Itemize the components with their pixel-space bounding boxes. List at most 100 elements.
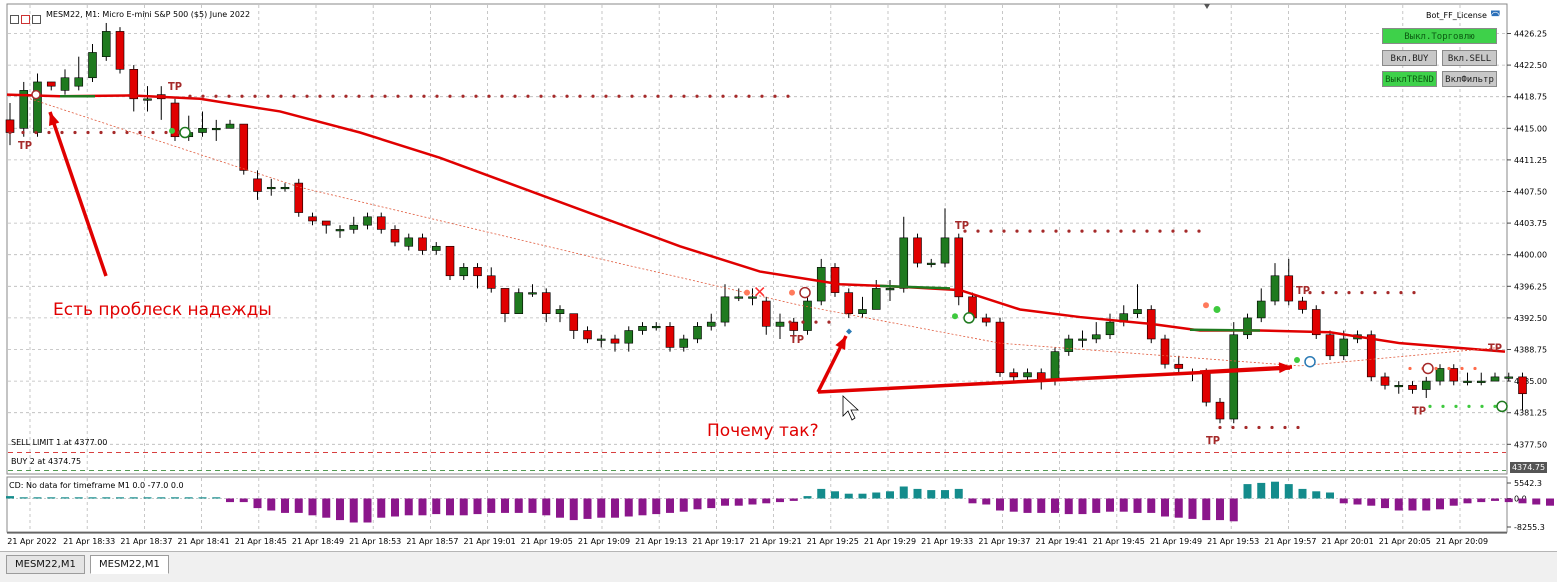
bear-candle	[170, 102, 180, 138]
bull-candle	[885, 288, 895, 291]
histogram-bar-negative	[1339, 498, 1348, 504]
tp-label: TP	[1296, 284, 1310, 297]
trend-toggle-button[interactable]: ВыклTREND	[1382, 71, 1437, 87]
histogram-bar-negative	[996, 498, 1004, 511]
histogram-bar-positive	[941, 490, 949, 499]
tp-level-dot	[786, 94, 790, 98]
bull-candle	[651, 326, 661, 329]
tp-level-dot	[1399, 291, 1403, 295]
histogram-bar-negative	[487, 498, 496, 513]
bear-candle	[1009, 372, 1019, 378]
tp-level-dot	[474, 94, 478, 98]
maximize-icon[interactable]	[32, 15, 41, 24]
chart-icon[interactable]	[10, 15, 19, 24]
bear-candle	[253, 178, 262, 192]
histogram-bar-negative	[267, 498, 276, 511]
histogram-bar-negative	[294, 498, 303, 513]
histogram-bar-positive	[913, 488, 922, 499]
tp-label: TP	[1412, 405, 1426, 418]
histogram-bar-negative	[1518, 498, 1527, 504]
histogram-bar-negative	[707, 498, 716, 509]
bear-candle	[115, 31, 125, 70]
entry-level-dot	[1408, 366, 1412, 371]
price-tick-label: 4392.50	[1514, 314, 1547, 323]
indicator-frame	[6, 476, 1508, 533]
chart-tab-1[interactable]: MESM22,M1	[6, 555, 85, 574]
tp-label: TP	[955, 219, 969, 232]
price-tick-label: 4407.50	[1514, 188, 1547, 197]
histogram-bar-positive	[899, 486, 908, 499]
histogram-bar-positive	[6, 496, 14, 499]
bull-candle	[734, 296, 744, 299]
tp-level-dot	[125, 130, 129, 135]
order-circle-marker	[1304, 355, 1316, 368]
histogram-bar-positive	[157, 497, 166, 499]
tp-level-dot	[1244, 425, 1248, 430]
restore-icon[interactable]	[21, 15, 30, 24]
histogram-bar-positive	[803, 496, 812, 499]
tp-level-dot	[73, 130, 77, 135]
time-tick-label: 21 Apr 19:37	[978, 537, 1030, 546]
tp-level-dot	[1145, 229, 1149, 233]
filter-toggle-button[interactable]: ВклФильтр	[1442, 71, 1497, 87]
tp-level-dot	[357, 94, 361, 98]
histogram-bar-positive	[1298, 488, 1307, 499]
bear-candle	[844, 292, 854, 314]
bull-candle	[816, 267, 826, 302]
tp-level-dot	[963, 229, 967, 233]
bull-candle	[280, 186, 290, 190]
bull-candle	[1091, 334, 1101, 340]
histogram-bar-positive	[1312, 491, 1321, 499]
tp-level-dot	[370, 94, 374, 98]
bull-candle	[198, 128, 207, 133]
time-tick-label: 21 Apr 18:37	[120, 537, 172, 546]
time-tick-label: 21 Apr 19:13	[635, 537, 687, 546]
order-circle-marker	[1496, 400, 1508, 413]
toggle-trading-button[interactable]: Выкл.Торговлю	[1382, 28, 1497, 44]
histogram-bar-positive	[198, 497, 207, 499]
time-tick-label: 21 Apr 18:57	[406, 537, 458, 546]
histogram-bar-negative	[226, 498, 234, 503]
bear-candle	[981, 317, 991, 323]
tp-level-dot	[318, 94, 322, 98]
tp-level-dot	[305, 94, 309, 98]
histogram-bar-negative	[281, 498, 289, 513]
tp-level-dot	[1270, 425, 1274, 430]
price-chart[interactable]: 4426.25 4422.50 4418.75 4415.00 4411.25 4407.…	[0, 0, 1557, 551]
histogram-bar-positive	[954, 488, 963, 499]
tp-level-dot	[8, 130, 12, 135]
bear-candle	[486, 275, 496, 289]
histogram-bar-positive	[817, 488, 826, 499]
tp-level-dot	[99, 130, 103, 135]
bear-candle	[610, 338, 620, 344]
bull-candle	[335, 229, 345, 232]
sl-level-dot	[1454, 404, 1458, 408]
tp-label: TP	[18, 139, 32, 152]
bull-candle	[528, 292, 537, 295]
bear-candle	[46, 81, 56, 87]
tp-level-dot	[201, 94, 205, 98]
bear-candle	[665, 326, 675, 348]
histogram-bar-positive	[844, 493, 853, 499]
enable-buy-button[interactable]: Вкл.BUY	[1382, 50, 1437, 66]
histogram-bar-negative	[721, 498, 729, 506]
tp-level-dot	[331, 94, 335, 98]
bear-candle	[5, 119, 15, 133]
histogram-bar-negative	[638, 498, 647, 516]
enable-sell-button[interactable]: Вкл.SELL	[1442, 50, 1497, 66]
bull-candle	[555, 309, 565, 314]
tp-level-dot	[1296, 425, 1300, 430]
histogram-bar-negative	[1106, 498, 1114, 512]
moving-average-up-segment	[1189, 328, 1261, 332]
histogram-bar-negative	[1504, 498, 1513, 503]
chart-tab-2[interactable]: MESM22,M1	[90, 555, 169, 574]
histogram-bar-negative	[239, 498, 248, 503]
tp-level-dot	[1054, 229, 1058, 233]
bear-candle	[1311, 309, 1321, 336]
histogram-bar-negative	[789, 498, 798, 501]
annotation-arrow	[1199, 365, 1293, 374]
bull-candle	[19, 90, 29, 129]
tp-level-dot	[1106, 229, 1110, 233]
histogram-bar-negative	[583, 498, 592, 519]
sl-level-dot	[1441, 404, 1445, 408]
